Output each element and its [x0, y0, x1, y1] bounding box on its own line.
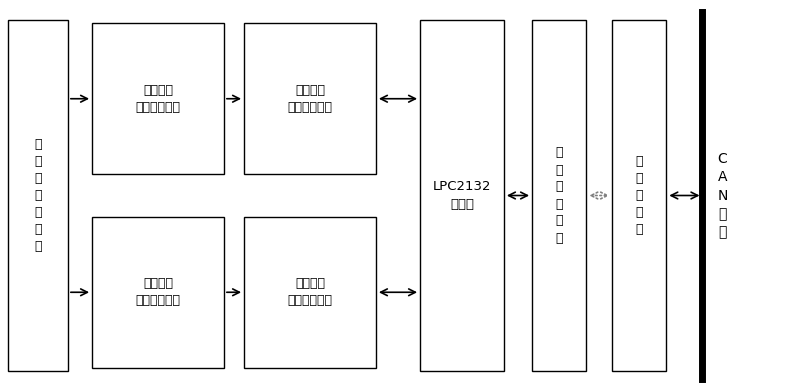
- FancyBboxPatch shape: [244, 217, 376, 368]
- Text: 轮胎气压
数据采集电路: 轮胎气压 数据采集电路: [287, 277, 333, 307]
- FancyBboxPatch shape: [244, 23, 376, 174]
- FancyBboxPatch shape: [92, 217, 224, 368]
- Text: LPC2132
控制器: LPC2132 控制器: [433, 181, 491, 210]
- Text: 轮胎温度
信号调理电路: 轮胎温度 信号调理电路: [135, 277, 181, 307]
- Text: 压
力
温
度
传
感
器: 压 力 温 度 传 感 器: [34, 138, 42, 253]
- Text: 车
载
蓝
牙
收
发: 车 载 蓝 牙 收 发: [555, 147, 563, 244]
- Text: 轮胎气压
数据采集电路: 轮胎气压 数据采集电路: [287, 84, 333, 114]
- FancyBboxPatch shape: [92, 23, 224, 174]
- Text: 轮胎气压
信号调理电路: 轮胎气压 信号调理电路: [135, 84, 181, 114]
- FancyBboxPatch shape: [420, 20, 504, 371]
- FancyBboxPatch shape: [532, 20, 586, 371]
- FancyBboxPatch shape: [612, 20, 666, 371]
- FancyBboxPatch shape: [8, 20, 68, 371]
- Text: C
A
N
总
线: C A N 总 线: [718, 152, 727, 239]
- Text: 蓝
牙
收
发
器: 蓝 牙 收 发 器: [635, 155, 643, 236]
